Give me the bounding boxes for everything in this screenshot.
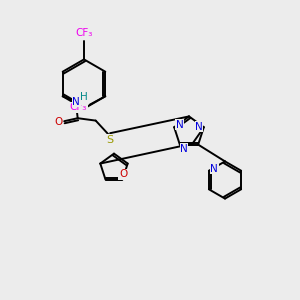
Text: N: N [195,122,203,132]
Text: N: N [176,120,183,130]
Text: O: O [55,117,63,128]
Text: O: O [119,169,127,179]
Text: S: S [106,135,114,145]
Text: N: N [72,97,80,107]
Text: CF₃: CF₃ [70,102,87,112]
Text: H: H [80,92,88,103]
Text: N: N [210,164,218,174]
Text: N: N [180,144,188,154]
Text: CF₃: CF₃ [75,28,93,38]
